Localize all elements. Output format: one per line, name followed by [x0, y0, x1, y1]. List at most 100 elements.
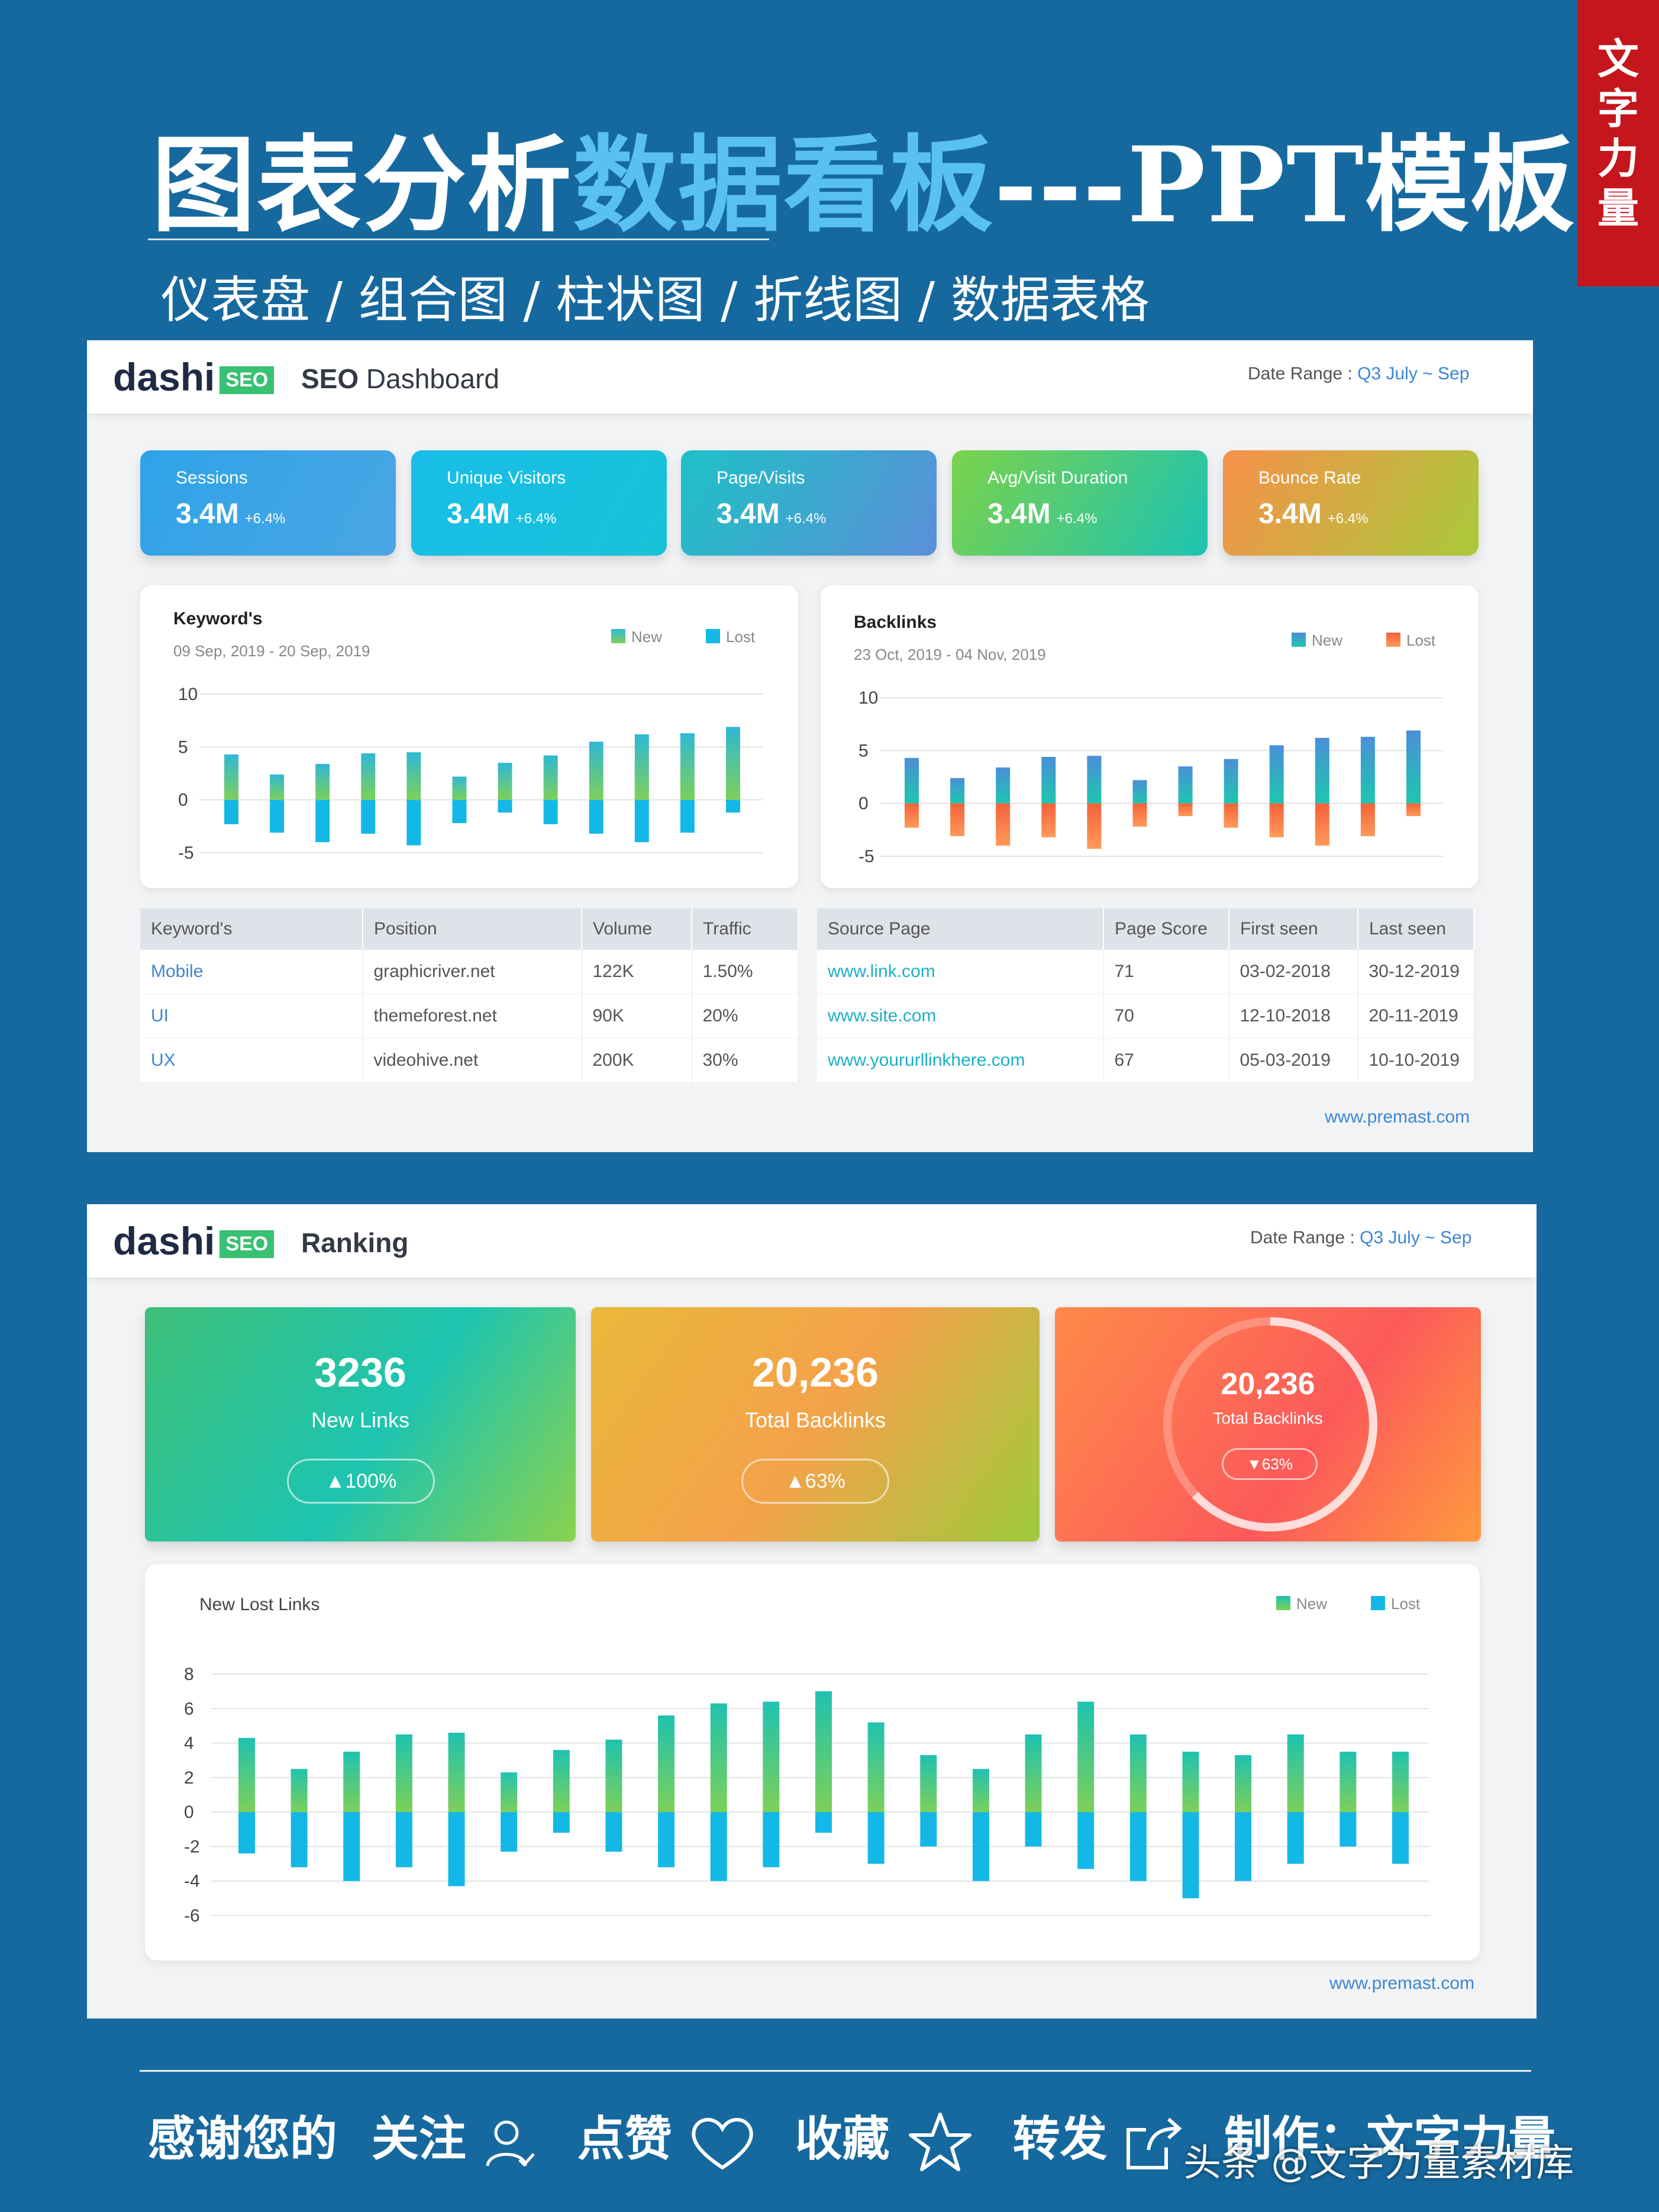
date-range[interactable]: Date Range : Q3 July ~ Sep [1248, 364, 1469, 384]
table-header[interactable]: Volume [582, 908, 692, 950]
bar-new[interactable] [1392, 1752, 1409, 1813]
bar-new[interactable] [1025, 1734, 1042, 1813]
bar-new[interactable] [763, 1701, 780, 1813]
kpi-card[interactable]: Avg/Visit Duration 3.4M +6.4% [952, 450, 1208, 556]
bar-lost[interactable] [501, 1812, 518, 1852]
bar-new[interactable] [406, 752, 421, 800]
bar-lost[interactable] [1182, 1812, 1199, 1898]
bar-new[interactable] [361, 753, 376, 800]
bar-new[interactable] [1406, 730, 1421, 804]
bar-lost[interactable] [920, 1812, 937, 1847]
heart-icon[interactable] [690, 2114, 755, 2171]
bar-new[interactable] [710, 1703, 727, 1813]
bar-new[interactable] [543, 755, 558, 800]
bar-lost[interactable] [238, 1812, 255, 1854]
bar-new[interactable] [726, 727, 740, 800]
bar-lost[interactable] [543, 799, 558, 824]
bar-lost[interactable] [710, 1812, 727, 1881]
bar-new[interactable] [996, 767, 1011, 804]
bar-new[interactable] [920, 1755, 937, 1813]
bar-lost[interactable] [1392, 1812, 1409, 1864]
bar-new[interactable] [905, 757, 919, 804]
bar-lost[interactable] [634, 799, 649, 843]
source-page-link[interactable]: www.yoururllinkhere.com [817, 1038, 1104, 1083]
legend-label[interactable]: Lost [726, 628, 756, 646]
bar-lost[interactable] [343, 1812, 360, 1881]
bar-lost[interactable] [406, 799, 421, 846]
bar-new[interactable] [1182, 1752, 1199, 1813]
bar-lost[interactable] [658, 1812, 675, 1868]
bar-lost[interactable] [1235, 1812, 1252, 1881]
table-header[interactable]: Source Page [817, 908, 1104, 950]
bar-lost[interactable] [1224, 803, 1238, 828]
bar-new[interactable] [1132, 780, 1147, 804]
table-header[interactable]: Page Score [1103, 908, 1229, 950]
table-header[interactable]: Keyword's [140, 908, 363, 950]
bar-new[interactable] [950, 778, 965, 804]
bar-lost[interactable] [726, 799, 740, 813]
bar-new[interactable] [972, 1769, 989, 1813]
bar-new[interactable] [1340, 1752, 1357, 1813]
keyword-link[interactable]: UI [140, 994, 363, 1039]
keyword-link[interactable]: UX [140, 1038, 363, 1083]
legend-label[interactable]: New [1312, 631, 1342, 649]
bar-lost[interactable] [605, 1812, 622, 1852]
bar-new[interactable] [343, 1752, 360, 1813]
bar-new[interactable] [224, 754, 238, 800]
bar-new[interactable] [1360, 737, 1375, 804]
bar-lost[interactable] [498, 799, 512, 813]
bar-new[interactable] [634, 734, 649, 800]
table-header[interactable]: First seen [1229, 908, 1358, 950]
source-page-link[interactable]: www.site.com [817, 994, 1104, 1039]
table-header[interactable]: Position [363, 908, 582, 950]
legend-label[interactable]: Lost [1391, 1595, 1421, 1613]
bar-lost[interactable] [1041, 803, 1056, 837]
bar-lost[interactable] [1132, 803, 1147, 827]
keyword-link[interactable]: Mobile [140, 950, 363, 994]
bar-lost[interactable] [763, 1812, 780, 1868]
legend-label[interactable]: New [1296, 1595, 1327, 1613]
legend-label[interactable]: New [631, 628, 662, 646]
bar-lost[interactable] [1406, 803, 1421, 817]
bar-lost[interactable] [452, 799, 467, 823]
share-label[interactable]: 转发 [1012, 2111, 1108, 2166]
bar-lost[interactable] [1129, 1812, 1147, 1881]
bar-lost[interactable] [1025, 1812, 1042, 1847]
bar-new[interactable] [1224, 759, 1238, 804]
bar-new[interactable] [395, 1734, 412, 1813]
bar-new[interactable] [270, 774, 285, 800]
bar-new[interactable] [315, 763, 330, 800]
bar-lost[interactable] [1340, 1812, 1357, 1847]
bar-new[interactable] [1269, 745, 1284, 804]
user-follow-icon[interactable] [484, 2116, 537, 2169]
date-range[interactable]: Date Range : Q3 July ~ Sep [1250, 1228, 1471, 1248]
table-header[interactable]: Last seen [1358, 908, 1474, 950]
legend-label[interactable]: Lost [1406, 631, 1436, 649]
footer-url[interactable]: www.premast.com [1325, 1107, 1470, 1127]
kpi-card[interactable]: Page/Visits 3.4M +6.4% [681, 450, 937, 556]
bar-new[interactable] [867, 1722, 885, 1813]
bar-new[interactable] [238, 1737, 255, 1813]
bar-new[interactable] [1235, 1755, 1252, 1813]
bar-new[interactable] [589, 741, 603, 800]
share-icon[interactable] [1125, 2114, 1184, 2171]
star-icon[interactable] [908, 2111, 973, 2174]
bar-lost[interactable] [395, 1812, 412, 1868]
bar-lost[interactable] [1087, 803, 1102, 849]
bar-new[interactable] [1077, 1701, 1095, 1813]
bar-lost[interactable] [1315, 803, 1329, 846]
kpi-card[interactable]: Sessions 3.4M +6.4% [140, 450, 396, 556]
collect-label[interactable]: 收藏 [795, 2111, 890, 2166]
like-label[interactable]: 点赞 [577, 2111, 672, 2166]
bar-lost[interactable] [972, 1812, 989, 1881]
bar-lost[interactable] [905, 803, 919, 828]
bar-new[interactable] [1129, 1734, 1147, 1813]
bar-new[interactable] [501, 1772, 518, 1813]
bar-new[interactable] [452, 776, 467, 800]
bar-lost[interactable] [270, 799, 285, 833]
bar-new[interactable] [448, 1733, 465, 1813]
bar-new[interactable] [605, 1739, 622, 1813]
bar-new[interactable] [291, 1769, 308, 1813]
bar-lost[interactable] [815, 1812, 832, 1833]
bar-lost[interactable] [224, 799, 238, 824]
